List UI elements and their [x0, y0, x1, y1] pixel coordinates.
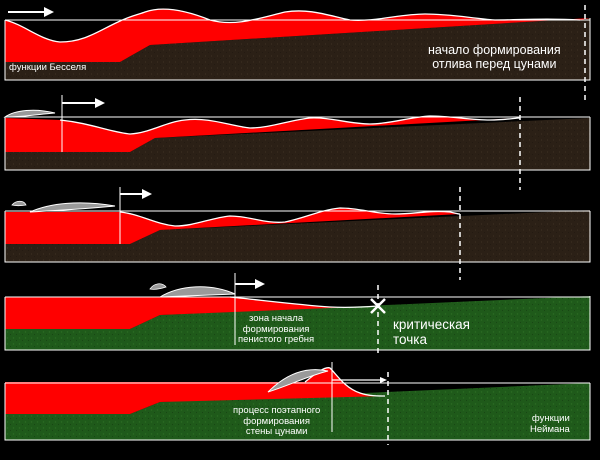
panel-2 — [3, 95, 591, 190]
seabed — [5, 296, 590, 350]
ebb-onset-label: начало формирования отлива перед цунами — [428, 43, 561, 71]
seabed-outline — [4, 117, 591, 171]
panel-3 — [4, 187, 591, 280]
panel-1 — [4, 5, 591, 100]
arrow-right-icon — [120, 189, 152, 199]
wave-outline — [4, 8, 581, 43]
wave-crest-icon — [267, 369, 329, 393]
seabed-outline — [4, 211, 591, 263]
wave-outline — [59, 115, 521, 135]
seabed-outline — [4, 296, 591, 351]
wave-crest-icon — [29, 202, 116, 213]
arrow-right-icon — [332, 377, 387, 383]
water-wave — [5, 9, 590, 62]
arrow-right-icon — [235, 279, 265, 289]
water-wave — [5, 116, 520, 152]
wave-crest-icon — [3, 109, 56, 118]
wave-outline — [119, 207, 461, 227]
stepwise-formation-label: процесс поэтапного формирования стены цу… — [233, 405, 321, 438]
water-wave — [5, 297, 378, 329]
wave-crest-icon — [149, 283, 167, 290]
seabed — [5, 383, 590, 440]
foam-zone-label: зона начала формирования пенистого гребн… — [238, 313, 315, 346]
seabed-outline — [4, 383, 591, 441]
bessel-label: функции Бесселя — [9, 62, 87, 73]
panel-5 — [4, 362, 591, 445]
seabed — [5, 210, 590, 262]
seabed — [5, 18, 590, 80]
panel-4 — [4, 273, 591, 355]
neumann-label: функции Неймана — [530, 413, 570, 435]
water-wave — [5, 208, 460, 244]
arrow-right-icon — [8, 7, 54, 17]
wave-outline — [229, 296, 379, 309]
seabed-outline — [4, 18, 591, 81]
arrow-right-icon — [62, 98, 105, 108]
seabed — [5, 118, 590, 170]
water-wave — [5, 367, 385, 414]
critical-point-icon — [370, 298, 386, 314]
wave-crest-icon — [158, 286, 236, 298]
critical-point-label: критическая точка — [393, 317, 470, 348]
wave-crest-icon — [11, 200, 27, 207]
